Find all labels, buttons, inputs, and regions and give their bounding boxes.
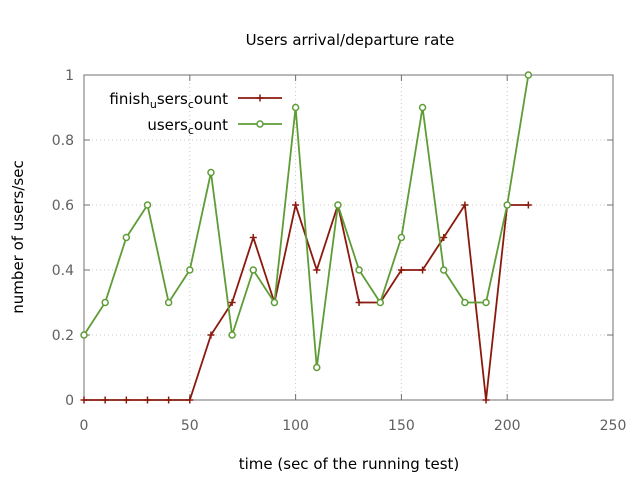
legend-marker-1	[256, 94, 264, 102]
data-point	[418, 103, 427, 112]
data-point	[122, 233, 131, 242]
x-tick-label: 100	[282, 418, 309, 434]
y-tick-label: 0.6	[52, 198, 74, 214]
data-point	[80, 331, 88, 339]
plot-frame	[83, 74, 614, 401]
data-point	[80, 396, 88, 404]
data-point	[186, 266, 194, 274]
data-point	[228, 299, 236, 306]
data-point	[440, 234, 448, 241]
chart-title: Users arrival/departure rate	[246, 31, 455, 49]
data-point	[503, 201, 511, 209]
axis-ticks: 0 50 100 150 200 250 0 0.2 0.4 0.6 0.8 1	[52, 68, 627, 434]
data-point	[228, 331, 236, 339]
data-point	[270, 298, 279, 307]
data-point	[143, 201, 152, 209]
data-point	[313, 266, 321, 274]
series-2-line	[83, 74, 530, 368]
x-tick-label: 0	[80, 418, 89, 434]
data-point	[439, 266, 448, 274]
data-point	[397, 233, 406, 242]
x-axis-label: time (sec of the running test)	[239, 455, 460, 473]
y-tick-label: 0.8	[52, 133, 74, 149]
data-point	[524, 71, 533, 79]
data-point	[122, 396, 130, 404]
data-point	[101, 396, 109, 404]
y-tick-label: 0.4	[52, 263, 74, 279]
data-point	[334, 201, 342, 209]
data-point	[207, 331, 215, 339]
y-tick-label: 1	[65, 68, 74, 84]
data-point	[355, 299, 363, 306]
series-2	[80, 71, 533, 372]
data-point	[292, 201, 300, 209]
y-tick-label: 0	[65, 393, 74, 409]
y-tick-label: 0.2	[52, 328, 74, 344]
data-point	[207, 168, 215, 177]
data-point	[291, 103, 300, 112]
legend-marker-2	[256, 120, 264, 128]
grid	[84, 75, 613, 400]
data-point	[524, 201, 532, 209]
x-tick-label: 150	[388, 418, 415, 434]
x-tick-label: 250	[600, 418, 627, 434]
legend-label-2: userscount	[147, 116, 228, 137]
data-point	[376, 298, 384, 307]
series-layer	[80, 71, 533, 404]
data-point	[101, 298, 109, 307]
data-point	[313, 363, 321, 372]
data-point	[397, 266, 405, 274]
data-point	[482, 396, 490, 404]
data-point	[249, 234, 257, 241]
y-axis-label: number of users/sec	[9, 160, 27, 313]
x-tick-label: 200	[494, 418, 521, 434]
data-point	[419, 266, 427, 274]
data-point	[355, 266, 363, 274]
data-point	[482, 298, 490, 307]
x-tick-label: 50	[181, 418, 199, 434]
legend: finishuserscount userscount	[109, 90, 282, 137]
data-point	[186, 396, 194, 404]
data-point	[249, 266, 258, 274]
data-point	[461, 298, 469, 307]
data-point	[165, 396, 173, 404]
data-point	[143, 396, 151, 404]
data-point	[164, 298, 173, 307]
legend-label-1: finishuserscount	[109, 90, 228, 111]
data-point	[461, 201, 469, 209]
